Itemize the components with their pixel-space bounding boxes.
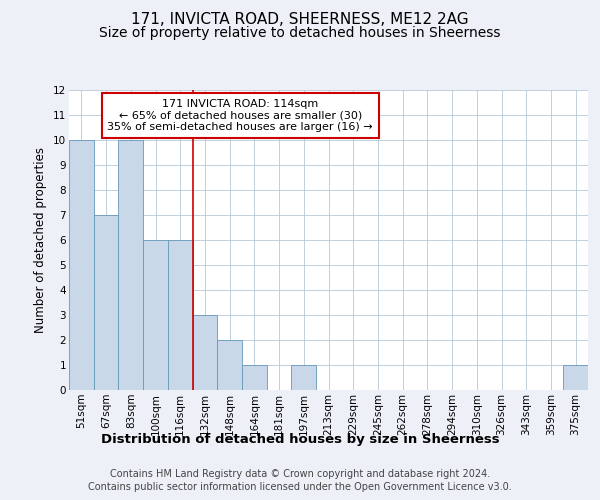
Text: 171, INVICTA ROAD, SHEERNESS, ME12 2AG: 171, INVICTA ROAD, SHEERNESS, ME12 2AG: [131, 12, 469, 28]
Bar: [69, 140, 94, 390]
Bar: [292, 365, 316, 390]
Bar: [563, 365, 588, 390]
Bar: [94, 215, 118, 390]
Bar: [193, 315, 217, 390]
Y-axis label: Number of detached properties: Number of detached properties: [34, 147, 47, 333]
Bar: [143, 240, 168, 390]
Bar: [242, 365, 267, 390]
Text: Contains public sector information licensed under the Open Government Licence v3: Contains public sector information licen…: [88, 482, 512, 492]
Text: 171 INVICTA ROAD: 114sqm
← 65% of detached houses are smaller (30)
35% of semi-d: 171 INVICTA ROAD: 114sqm ← 65% of detach…: [107, 99, 373, 132]
Text: Distribution of detached houses by size in Sheerness: Distribution of detached houses by size …: [101, 432, 499, 446]
Bar: [168, 240, 193, 390]
Bar: [118, 140, 143, 390]
Bar: [217, 340, 242, 390]
Text: Contains HM Land Registry data © Crown copyright and database right 2024.: Contains HM Land Registry data © Crown c…: [110, 469, 490, 479]
Text: Size of property relative to detached houses in Sheerness: Size of property relative to detached ho…: [99, 26, 501, 40]
